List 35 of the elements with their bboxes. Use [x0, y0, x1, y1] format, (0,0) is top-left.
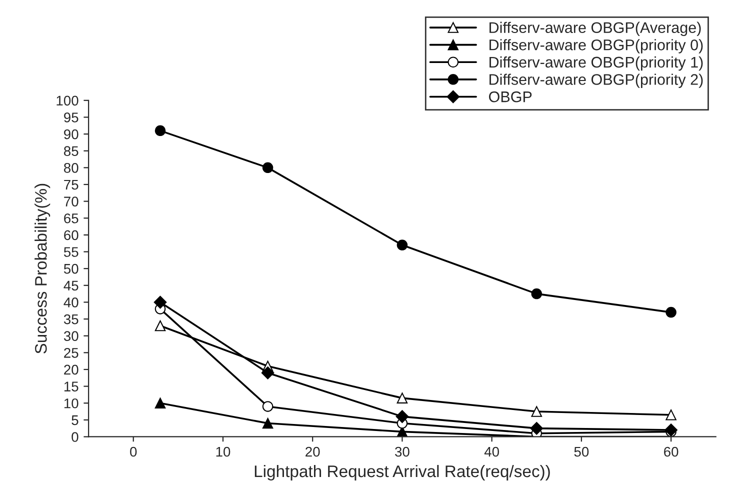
x-tick-label: 40	[484, 446, 500, 457]
legend-label: Diffserv-aware OBGP(priority 2)	[490, 74, 703, 88]
y-tick-label: 20	[64, 364, 78, 375]
y-tick-label: 50	[64, 264, 78, 274]
y-tick-label: 70	[64, 196, 78, 206]
y-tick-label: 55	[64, 247, 78, 257]
x-tick-label: 20	[306, 446, 320, 457]
x-tick-label: 30	[395, 446, 410, 457]
y-tick-label: 0	[72, 432, 78, 442]
legend-label: Diffserv-aware OBGP(priority 0)	[490, 39, 703, 54]
y-tick-label: 30	[64, 331, 78, 342]
y-axis-title: Success Probability(%)	[34, 184, 50, 354]
y-tick-label: 40	[64, 298, 78, 308]
y-tick-label: 5	[72, 415, 78, 426]
y-tick-label: 10	[64, 398, 78, 408]
y-tick-label: 15	[64, 382, 78, 392]
y-tick-label: 45	[64, 280, 78, 291]
y-tick-label: 25	[64, 348, 78, 358]
x-tick-label: 10	[216, 446, 230, 457]
x-axis-title: Lightpath Request Arrival Rate(req/sec))	[254, 464, 550, 480]
y-tick-label: 60	[64, 230, 78, 240]
x-tick-label: 0	[130, 446, 137, 457]
legend-label: OBGP	[489, 91, 532, 102]
y-tick-label: 75	[64, 180, 78, 190]
legend-label: Diffserv-aware OBGP(Average)	[490, 22, 701, 36]
y-tick-label: 35	[64, 314, 78, 324]
y-tick-label: 90	[64, 129, 78, 140]
x-tick-label: 60	[664, 446, 678, 457]
x-tick-label: 50	[574, 446, 589, 457]
legend-label: Diffserv-aware OBGP(priority 1)	[490, 56, 703, 71]
y-tick-label: 100	[56, 96, 78, 106]
y-tick-label: 85	[64, 146, 78, 156]
y-tick-label: 95	[64, 112, 78, 122]
y-tick-label: 80	[64, 163, 78, 173]
y-tick-label: 65	[64, 213, 78, 224]
